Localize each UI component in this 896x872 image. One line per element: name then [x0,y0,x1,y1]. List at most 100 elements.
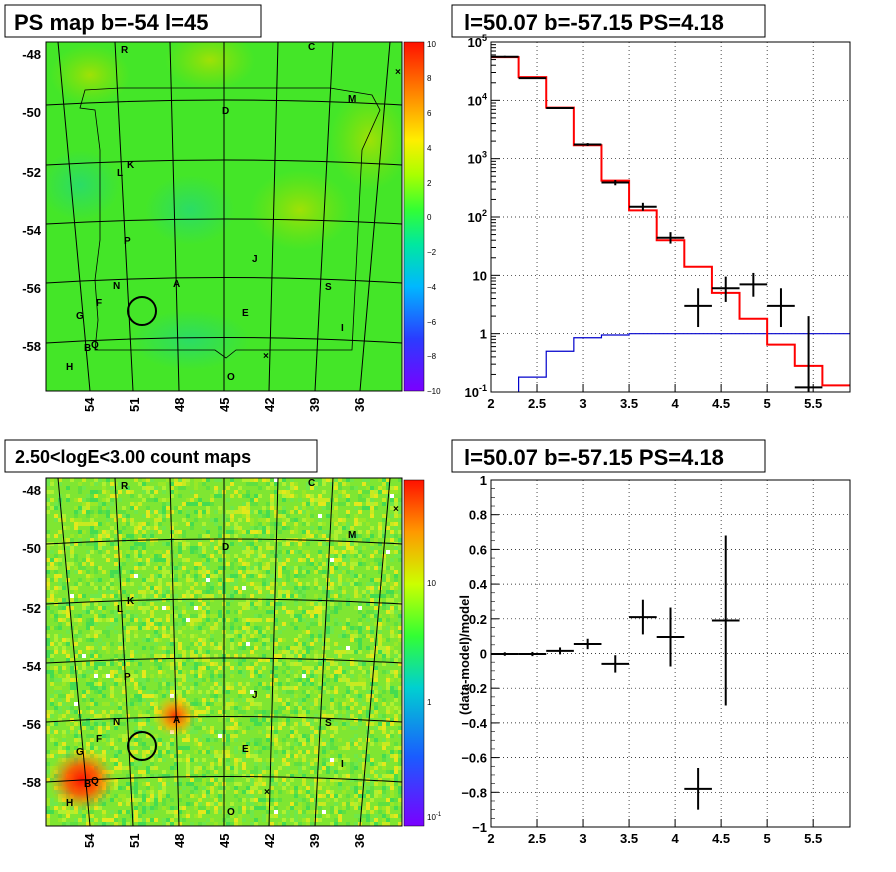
count-map-pixel [230,718,234,722]
count-map-pixel [262,526,266,530]
count-map-pixel [298,766,302,770]
count-map-pixel [270,630,274,634]
count-map-pixel [298,566,302,570]
count-map-pixel [302,702,306,706]
count-map-pixel [390,506,394,510]
count-map-pixel [226,510,230,514]
count-map-pixel [98,606,102,610]
count-map-pixel [206,578,210,582]
count-map-pixel [310,514,314,518]
count-map-pixel [218,566,222,570]
count-map-pixel [378,774,382,778]
count-map-pixel [170,686,174,690]
count-map-pixel [190,594,194,598]
count-map-pixel [246,570,250,574]
count-map-pixel [138,798,142,802]
count-map-pixel [78,654,82,658]
count-map-pixel [258,714,262,718]
count-map-pixel [338,634,342,638]
count-map-pixel [154,622,158,626]
count-map-pixel [250,622,254,626]
count-map-pixel [66,486,70,490]
count-map-pixel [46,754,50,758]
count-map-pixel [386,566,390,570]
count-map-pixel [118,634,122,638]
count-map-pixel [394,582,398,586]
count-map-pixel [294,794,298,798]
count-map-pixel [182,622,186,626]
count-map-pixel [282,690,286,694]
residual-data-point [601,655,630,673]
count-map-pixel [146,558,150,562]
count-map-pixel [298,590,302,594]
count-map-pixel [302,522,306,526]
count-map-pixel [106,594,110,598]
count-map-pixel [298,742,302,746]
count-map-pixel [146,750,150,754]
count-map-pixel [154,558,158,562]
count-map-pixel [118,794,122,798]
count-map-pixel [374,698,378,702]
count-map-pixel [146,798,150,802]
count-map-pixel [206,730,210,734]
count-map-pixel [254,718,258,722]
count-map-pixel [234,770,238,774]
count-map-pixel [126,554,130,558]
count-map-pixel [90,498,94,502]
count-map-pixel [146,806,150,810]
count-map-pixel [298,750,302,754]
count-map-pixel [110,702,114,706]
ps-map-source-label: D [222,106,229,117]
count-map-pixel [362,810,366,814]
count-map-pixel [318,682,322,686]
count-map-pixel [178,550,182,554]
count-map-pixel [142,798,146,802]
count-map-pixel [398,706,402,710]
count-map-pixel [306,822,310,826]
count-map-pixel [342,538,346,542]
count-map-pixel [246,598,250,602]
count-map-pixel [82,662,86,666]
count-map-pixel [146,790,150,794]
count-map-pixel [370,674,374,678]
count-map-pixel [350,722,354,726]
count-map-pixel [314,582,318,586]
count-map-pixel [358,774,362,778]
count-map-pixel [66,810,70,814]
count-map-pixel [262,746,266,750]
count-map-pixel [374,494,378,498]
count-map-pixel [94,598,98,602]
count-map-pixel [66,614,70,618]
count-map-pixel [370,614,374,618]
count-map-pixel [194,546,198,550]
count-map-pixel [254,498,258,502]
count-map-pixel [302,758,306,762]
count-map-pixel [234,730,238,734]
count-map-pixel [66,610,70,614]
count-map-pixel [358,738,362,742]
count-map-pixel [306,650,310,654]
count-map-pixel [338,794,342,798]
count-map-pixel [178,494,182,498]
count-map-pixel [342,790,346,794]
count-map-pixel [274,662,278,666]
count-map-pixel [302,810,306,814]
count-map-pixel [66,578,70,582]
count-map-pixel [178,682,182,686]
count-map-pixel [398,478,402,482]
count-map-pixel [294,550,298,554]
count-map-pixel [162,750,166,754]
count-map-pixel [86,622,90,626]
count-map-pixel [342,718,346,722]
count-map-pixel [134,682,138,686]
count-map-pixel [226,754,230,758]
count-map-pixel [262,814,266,818]
count-map-pixel [98,610,102,614]
count-map-pixel [170,774,174,778]
count-map-pixel [330,478,334,482]
count-map-pixel [102,490,106,494]
count-map-pixel [310,534,314,538]
count-map-pixel [358,758,362,762]
count-map-x-tick: 54 [82,833,97,848]
count-map-pixel [302,754,306,758]
